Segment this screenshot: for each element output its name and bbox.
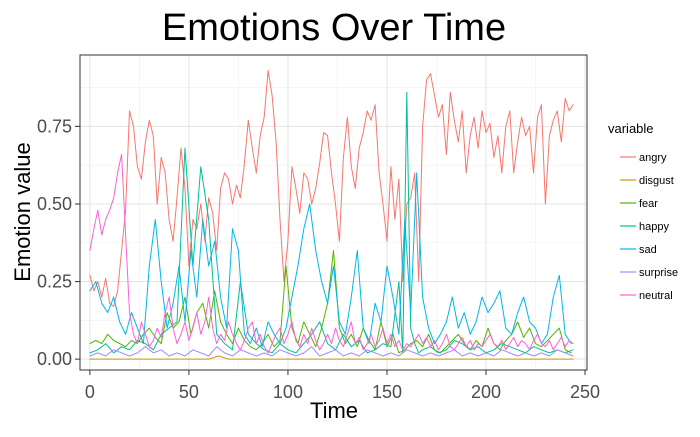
x-tick-label: 50 — [179, 382, 199, 402]
y-tick-label: 0.75 — [37, 116, 72, 136]
y-tick-label: 0.50 — [37, 194, 72, 214]
chart-title: Emotions Over Time — [162, 7, 506, 49]
legend-item-neutral: neutral — [620, 290, 673, 302]
legend-label-fear: fear — [639, 198, 658, 210]
x-tick-label: 250 — [570, 382, 600, 402]
legend-item-sad: sad — [620, 244, 657, 256]
series-line-surprise — [89, 346, 574, 357]
legend-title: variable — [608, 121, 654, 136]
legend-label-surprise: surprise — [639, 267, 678, 279]
legend: variable angry disgust fear happy sad surpris… — [608, 121, 678, 302]
legend-item-fear: fear — [620, 198, 658, 210]
y-tick-label: 0.00 — [37, 349, 72, 369]
x-tick-label: 100 — [273, 382, 303, 402]
legend-items: angry disgust fear happy sad surprise neutral — [620, 152, 678, 302]
series-line-angry — [89, 70, 574, 307]
series-line-happy — [89, 91, 574, 354]
legend-item-angry: angry — [620, 152, 667, 164]
legend-label-angry: angry — [639, 152, 667, 164]
x-tick-label: 150 — [372, 382, 402, 402]
legend-item-happy: happy — [620, 221, 669, 233]
x-tick-label: 200 — [471, 382, 501, 402]
axis-layer: 0 50 100 150 200 250 0.00 0.25 0.50 0.75 — [37, 116, 600, 402]
legend-item-disgust: disgust — [620, 175, 674, 187]
series-layer — [89, 70, 574, 360]
legend-label-disgust: disgust — [639, 175, 674, 187]
legend-label-sad: sad — [639, 244, 657, 256]
y-tick-label: 0.25 — [37, 272, 72, 292]
y-axis-label: Emotion value — [10, 142, 35, 281]
series-line-neutral — [89, 153, 574, 354]
series-line-disgust — [89, 355, 574, 360]
legend-label-neutral: neutral — [639, 290, 673, 302]
plot-grid — [80, 55, 587, 370]
legend-label-happy: happy — [639, 221, 669, 233]
x-tick-label: 0 — [85, 382, 95, 402]
series-line-sad — [89, 172, 572, 348]
x-axis-label: Time — [310, 398, 358, 423]
plot-panel-border — [79, 54, 588, 371]
legend-item-surprise: surprise — [620, 267, 678, 279]
